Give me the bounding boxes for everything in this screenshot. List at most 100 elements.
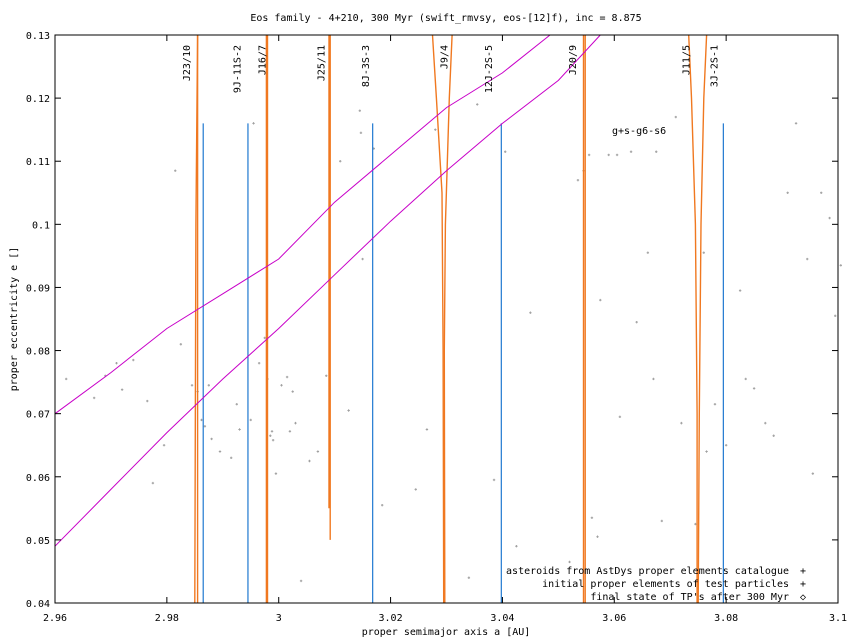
asteroid-point: [576, 178, 580, 182]
asteroid-point: [587, 153, 591, 157]
asteroid-point: [618, 415, 622, 419]
asteroid-point: [674, 115, 678, 119]
resonance-labels: J23/10 9J-11S-2 J16/7 J25/11 8J-3S-3 J9/4 12J-…: [182, 45, 720, 93]
asteroid-point: [347, 409, 350, 412]
resonance-label: 8J-3S-3: [361, 45, 372, 87]
asteroid-point: [702, 251, 705, 254]
asteroid-point: [207, 384, 211, 387]
resonance-label: J25/11: [316, 45, 327, 81]
asteroid-point: [263, 336, 266, 340]
y-tick-label: 0.12: [26, 94, 50, 105]
asteroid-point: [568, 560, 571, 564]
y-tick-label: 0.13: [26, 31, 50, 42]
asteroid-point: [492, 478, 496, 482]
x-tick-label: 2.96: [43, 613, 67, 624]
asteroid-point: [238, 428, 241, 431]
x-tick-label: 3.02: [379, 613, 403, 624]
legend-entry-label: initial proper elements of test particle…: [542, 579, 789, 590]
x-axis-label: proper semimajor axis a [AU]: [362, 627, 531, 638]
asteroid-point: [680, 421, 683, 425]
asteroid-point: [203, 425, 207, 428]
asteroid-point: [607, 153, 610, 157]
asteroid-point: [713, 403, 717, 406]
resonance-label: J11/5: [682, 45, 693, 75]
asteroid-point: [635, 320, 638, 324]
asteroid-point: [764, 421, 767, 425]
resonance-label: 3J-2S-1: [709, 45, 720, 87]
asteroid-point: [839, 264, 842, 267]
asteroid-point: [515, 545, 518, 548]
x-tick-label: 3.06: [602, 613, 626, 624]
asteroid-point: [271, 438, 275, 442]
asteroid-point: [257, 361, 261, 365]
asteroid-point: [132, 358, 135, 362]
asteroid-point: [274, 472, 278, 475]
asteroid-point: [288, 430, 292, 433]
y-tick-label: 0.04: [26, 599, 50, 610]
asteroid-point: [820, 191, 823, 194]
asteroid-point: [174, 169, 177, 172]
legend-marker: +: [800, 566, 806, 577]
resonance-label: 12J-2S-5: [484, 45, 495, 93]
plot-layer: [54, 34, 842, 604]
secular-resonance-curve: [54, 34, 601, 547]
y-tick-label: 0.05: [26, 536, 50, 547]
asteroid-point: [828, 216, 831, 220]
mmr-border-curve: [443, 34, 453, 604]
asteroid-point: [380, 503, 384, 507]
y-tick-label: 0.11: [26, 157, 50, 168]
secular-resonance-label: g+s-g6-s6: [612, 126, 666, 137]
asteroid-point: [786, 191, 789, 194]
asteroid-point: [200, 418, 203, 422]
x-tick-label: 3: [276, 613, 282, 624]
asteroid-point: [179, 343, 183, 346]
asteroid-point: [115, 361, 118, 365]
asteroid-point: [629, 150, 633, 153]
asteroid-point: [615, 153, 619, 157]
asteroid-point: [361, 257, 364, 261]
resonance-label: J23/10: [182, 45, 193, 81]
asteroid-point: [92, 396, 96, 400]
asteroid-point: [504, 150, 507, 153]
asteroid-point: [151, 481, 155, 485]
x-tick-label: 3.1: [829, 613, 847, 624]
asteroid-point: [229, 456, 233, 460]
asteroid-point: [811, 472, 815, 475]
asteroid-point: [269, 434, 272, 437]
asteroid-point: [724, 444, 728, 447]
y-axis-label: proper eccentricity e []: [9, 247, 20, 392]
asteroid-point: [325, 374, 328, 377]
asteroid-point: [339, 160, 342, 163]
legend-marker: ◇: [800, 592, 806, 603]
asteroid-point: [660, 519, 664, 523]
resonance-label: 9J-11S-2: [232, 45, 243, 93]
asteroid-point: [359, 131, 363, 135]
asteroid-point: [285, 375, 289, 379]
asteroid-point: [705, 450, 708, 453]
asteroid-point: [64, 377, 68, 381]
x-tick-label: 3.04: [490, 613, 514, 624]
asteroid-point: [694, 522, 697, 526]
asteroid-point: [752, 387, 756, 390]
asteroid-point: [291, 390, 294, 393]
y-tick-label: 0.09: [26, 283, 50, 294]
asteroid-point: [316, 450, 320, 453]
asteroid-point: [299, 579, 303, 583]
asteroid-point: [652, 377, 655, 381]
asteroid-point: [646, 251, 650, 254]
legend-entry-label: final state of TP's after 300 Myr: [590, 592, 789, 603]
legend-marker: +: [800, 579, 806, 590]
resonance-label: J20/9: [568, 45, 579, 75]
legend-entry-label: asteroids from AstDys proper elements ca…: [506, 566, 789, 577]
asteroid-point: [834, 314, 837, 318]
asteroid-point: [425, 428, 429, 431]
asteroid-point: [794, 122, 798, 125]
asteroid-point: [434, 128, 437, 131]
x-tick-label: 3.08: [714, 613, 738, 624]
resonance-label: J16/7: [258, 45, 269, 75]
mmr-border-curve: [431, 34, 445, 604]
asteroid-point: [218, 450, 222, 453]
y-tick-label: 0.06: [26, 473, 50, 484]
resonance-label: J9/4: [439, 45, 450, 69]
